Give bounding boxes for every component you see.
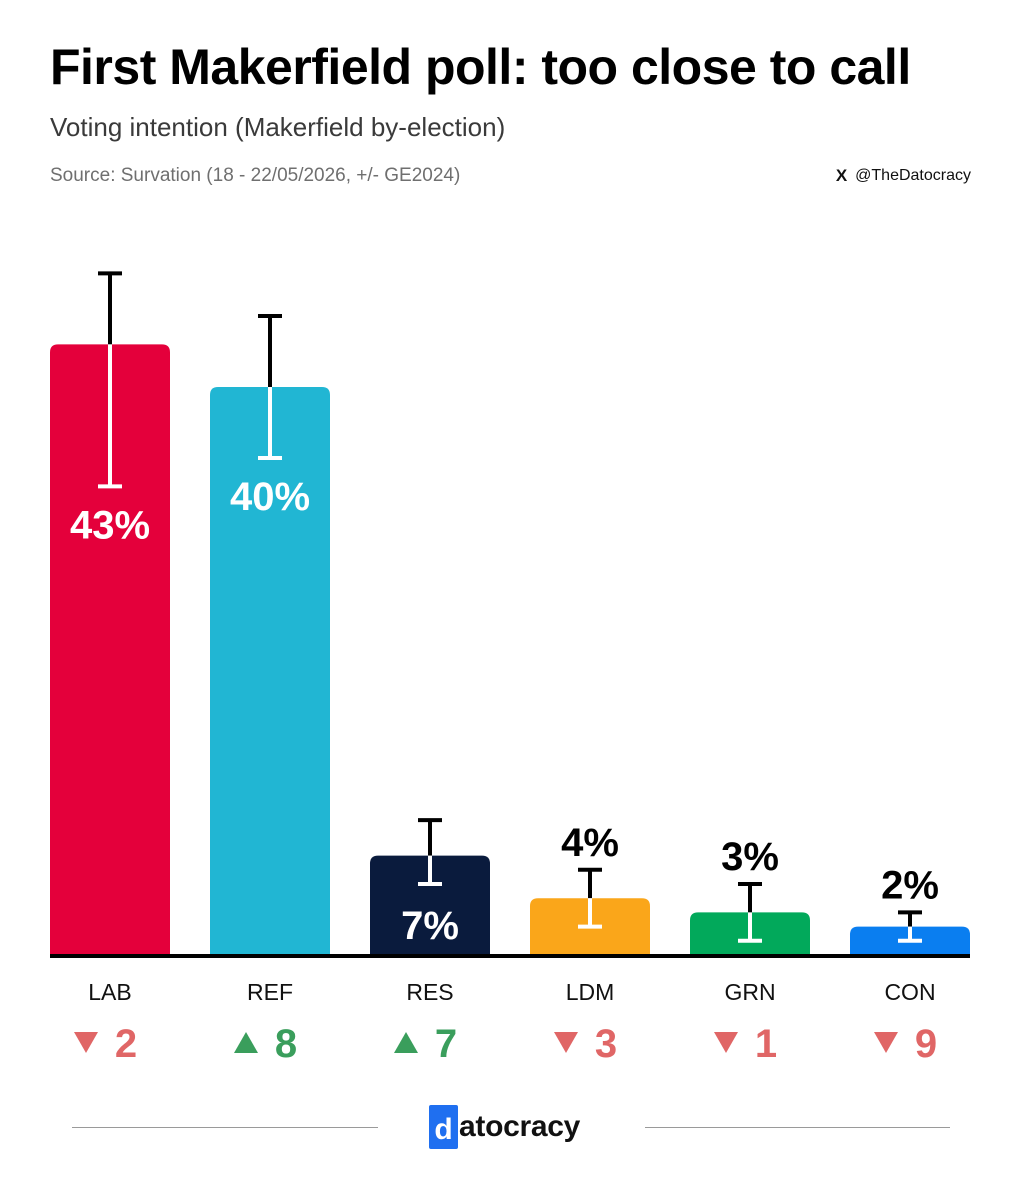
change-value-grn: 1	[755, 1022, 777, 1066]
social-handle[interactable]: X @TheDatocracy	[836, 166, 971, 186]
category-label-con: CON	[884, 979, 935, 1005]
chart-title: First Makerfield poll: too close to call	[50, 39, 911, 95]
bar-ref	[210, 387, 330, 955]
change-value-lab: 2	[115, 1022, 137, 1066]
source-note: Source: Survation (18 - 22/05/2026, +/- …	[50, 165, 461, 186]
bar-res	[370, 855, 490, 955]
value-label-grn: 3%	[721, 835, 779, 879]
category-label-grn: GRN	[724, 979, 775, 1005]
change-arrow-up-icon-res	[394, 1032, 418, 1053]
category-label-ldm: LDM	[566, 979, 615, 1005]
change-arrow-down-icon-grn	[714, 1032, 738, 1053]
change-arrow-down-icon-ldm	[554, 1032, 578, 1053]
category-label-ref: REF	[247, 979, 293, 1005]
datocracy-logo: d atocracy	[429, 1105, 580, 1149]
change-value-con: 9	[915, 1022, 937, 1066]
logo-wordmark: atocracy	[459, 1110, 581, 1143]
bar-lab	[50, 344, 170, 955]
change-arrow-down-icon-lab	[74, 1032, 98, 1053]
change-value-ref: 8	[275, 1022, 297, 1066]
change-arrow-up-icon-ref	[234, 1032, 258, 1053]
footer-divider-left	[72, 1127, 378, 1128]
value-label-res: 7%	[401, 904, 459, 948]
social-handle-text: @TheDatocracy	[855, 167, 971, 184]
logo-letter-box: d	[429, 1105, 458, 1149]
change-arrow-down-icon-con	[874, 1032, 898, 1053]
value-label-con: 2%	[881, 863, 939, 907]
change-value-ldm: 3	[595, 1022, 617, 1066]
x-logo-icon: X	[835, 166, 848, 185]
category-label-lab: LAB	[88, 979, 131, 1005]
value-label-ref: 40%	[230, 475, 310, 519]
value-label-lab: 43%	[70, 503, 150, 547]
category-label-res: RES	[406, 979, 453, 1005]
footer-divider-right	[645, 1127, 950, 1128]
value-label-ldm: 4%	[561, 821, 619, 865]
chart-subtitle: Voting intention (Makerfield by-election…	[50, 112, 506, 142]
bar-chart: 43% LAB 2 40% REF 8 7% RES 7 4% LDM 3 3% GRN 1 2% CON 9	[50, 271, 970, 1066]
change-value-res: 7	[435, 1022, 457, 1066]
